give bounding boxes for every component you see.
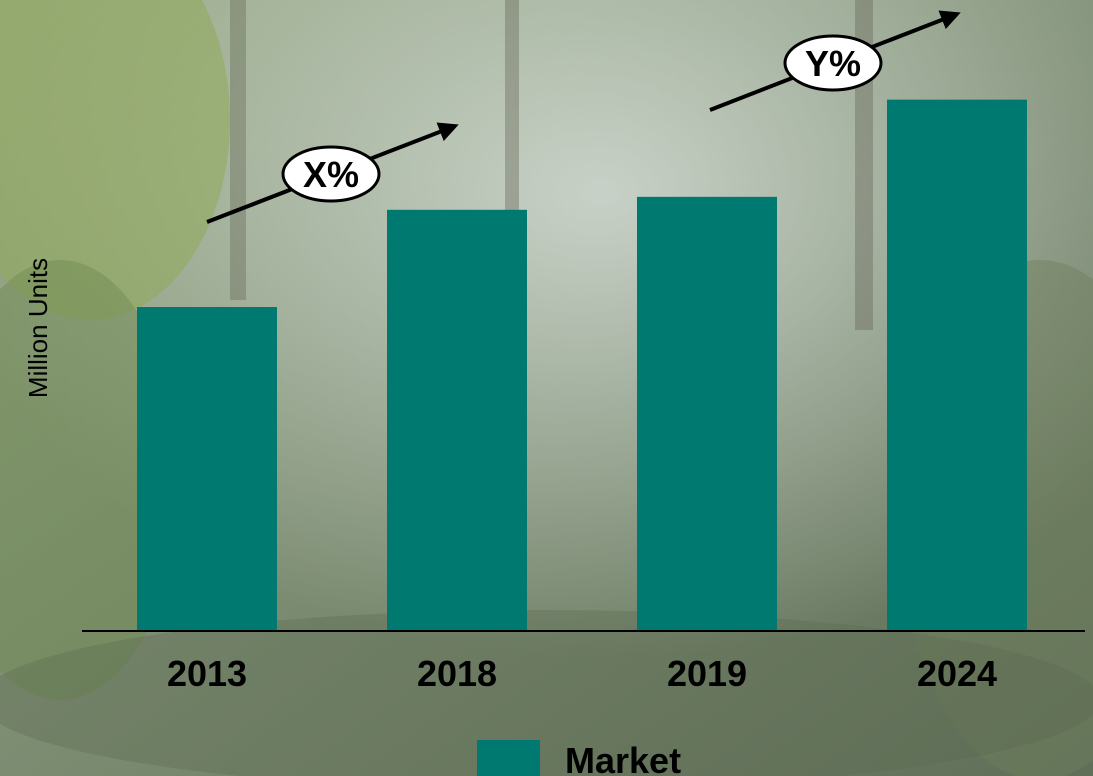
y-axis-label: Million Units — [23, 258, 53, 398]
growth-bubble-1 — [281, 145, 381, 203]
bar-2024 — [887, 99, 1027, 631]
bar-2019 — [637, 196, 777, 631]
x-tick-label-2019: 2019 — [667, 653, 747, 694]
growth-annotations: X% Y% — [206, 10, 961, 224]
bar-2013 — [137, 307, 277, 631]
growth-label-2: Y% — [805, 43, 861, 84]
bar-2018 — [387, 209, 527, 632]
growth-bubble-2 — [783, 34, 883, 92]
x-tick-labels: 2013 2018 2019 2024 — [167, 653, 997, 694]
bar-series-market — [137, 99, 1027, 632]
x-tick-label-2013: 2013 — [167, 653, 247, 694]
legend-label-market: Market — [565, 740, 681, 776]
x-tick-label-2018: 2018 — [417, 653, 497, 694]
x-tick-label-2024: 2024 — [917, 653, 997, 694]
legend-swatch-market — [477, 740, 540, 776]
legend: Market — [477, 740, 681, 776]
growth-label-1: X% — [303, 154, 359, 195]
